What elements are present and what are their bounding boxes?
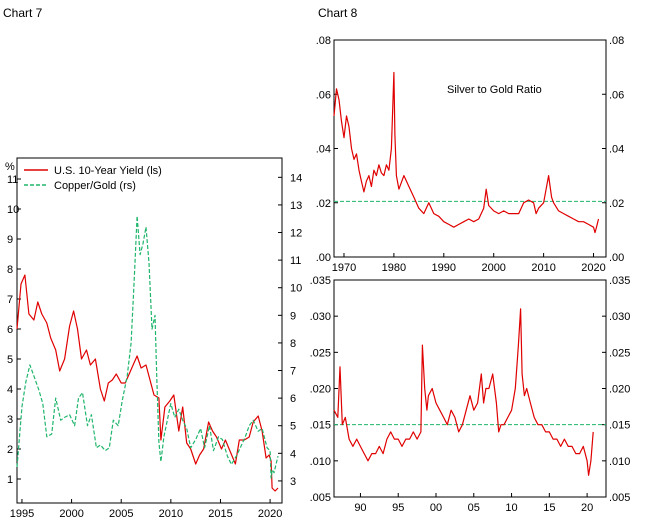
chart7-x-tick-label: 2000: [59, 508, 83, 520]
chart8-top-left-tick-label: .06: [316, 89, 331, 101]
chart8-top-right-tick-label: .00: [609, 252, 624, 264]
chart8-top-right-tick-label: .02: [609, 198, 624, 210]
chart7-left-axis-unit: %: [5, 161, 15, 173]
chart7-right-tick-label: 6: [290, 393, 296, 405]
chart8-top-x-tick-label: 1970: [332, 262, 356, 274]
chart7-left-tick-label: 7: [7, 294, 13, 306]
chart8-top-left-tick-label: .04: [316, 144, 331, 156]
chart8-top-left-tick-label: .00: [316, 252, 331, 264]
chart7-right-tick-label: 7: [290, 366, 296, 378]
chart7-x-tick-label: 2020: [258, 508, 282, 520]
chart7-frame: [16, 157, 283, 504]
chart8-bottom-x-tick-label: 15: [543, 502, 555, 514]
chart8-top-x-tick-label: 1990: [432, 262, 456, 274]
chart8-bottom-frame: [333, 279, 607, 498]
chart8-top-right-tick-label: .08: [609, 35, 624, 47]
chart7-right-tick-label: 11: [290, 255, 301, 267]
chart8-bottom-left-tick-label: .005: [310, 492, 331, 504]
chart7-left-tick-label: 5: [7, 354, 13, 366]
chart7-right-tick-label: 5: [290, 421, 296, 433]
chart8-title: Chart 8: [318, 6, 358, 20]
chart8-bottom-x-tick-label: 00: [430, 502, 442, 514]
chart7-legend-label: Copper/Gold (rs): [54, 180, 136, 192]
chart8-bottom-right-tick-label: .030: [609, 311, 630, 323]
chart7-left-tick-label: 6: [7, 324, 13, 336]
chart7-left-tick-label: 9: [7, 234, 13, 246]
chart8-top-x-tick-label: 1980: [382, 262, 406, 274]
chart8-bottom-left-tick-label: .010: [310, 456, 331, 468]
chart8-bottom-right-tick-label: .020: [609, 384, 630, 396]
chart8-bottom-left-tick-label: .015: [310, 420, 331, 432]
chart8-bottom-right-tick-label: .010: [609, 456, 630, 468]
chart8-top-left-tick-label: .08: [316, 35, 331, 47]
chart7-right-tick-label: 13: [290, 200, 302, 212]
chart8-top-right-tick-label: .04: [609, 144, 624, 156]
chart7-left-tick-label: 4: [7, 384, 13, 396]
chart7-left-tick-label: 2: [7, 444, 13, 456]
chart8-bottom-x-tick-label: 10: [505, 502, 517, 514]
chart8-bottom-right-tick-label: .015: [609, 420, 630, 432]
chart8-bottom-left-tick-label: .020: [310, 384, 331, 396]
chart7-left-tick-label: 8: [7, 264, 13, 276]
chart7-left-tick-label: 3: [7, 414, 13, 426]
chart8-top-series: [333, 71, 600, 234]
chart7-left-tick-label: 11: [7, 174, 18, 186]
chart8-bottom-x-tick-label: 05: [468, 502, 480, 514]
chart7-left-tick-label: 10: [7, 204, 19, 216]
chart7-right-tick-label: 10: [290, 283, 302, 295]
chart7-x-tick-label: 1995: [10, 508, 34, 520]
chart8-top-x-tick-label: 2020: [581, 262, 605, 274]
chart7-right-tick-label: 14: [290, 172, 302, 184]
chart7-right-tick-label: 4: [290, 448, 296, 460]
chart7-x-tick-label: 2015: [208, 508, 232, 520]
chart7-right-tick-label: 9: [290, 310, 296, 322]
chart8-bottom-right-tick-label: .025: [609, 347, 630, 359]
chart8-bottom-left-tick-label: .030: [310, 311, 331, 323]
chart8-bottom-left-tick-label: .025: [310, 347, 331, 359]
chart8-bottom-series: [333, 308, 594, 476]
chart7-right-tick-label: 3: [290, 476, 296, 488]
chart8-bottom-right-tick-label: .005: [609, 492, 630, 504]
chart7-x-tick-label: 2005: [109, 508, 133, 520]
chart8-top-frame: [333, 39, 607, 258]
chart8-top-x-tick-label: 2000: [481, 262, 505, 274]
chart7-right-tick-label: 12: [290, 228, 302, 240]
chart8-bottom-right-tick-label: .035: [609, 275, 630, 287]
chart8-bottom-x-tick-label: 20: [581, 502, 593, 514]
chart7-series-yield: [16, 274, 279, 492]
chart8-top-x-tick-label: 2010: [531, 262, 555, 274]
chart7-legend-label: U.S. 10-Year Yield (ls): [54, 165, 162, 177]
chart8-top-left-tick-label: .02: [316, 198, 331, 210]
chart7-title: Chart 7: [3, 6, 43, 20]
chart7-x-tick-label: 2010: [159, 508, 183, 520]
chart8-bottom-x-tick-label: 90: [354, 502, 366, 514]
chart7-left-tick-label: 1: [7, 474, 13, 486]
chart8-bottom-left-tick-label: .035: [310, 275, 331, 287]
chart8-top-right-tick-label: .06: [609, 89, 624, 101]
chart7-right-tick-label: 8: [290, 338, 296, 350]
chart7-series-copper-gold: [16, 215, 279, 479]
chart8-top-annotation: Silver to Gold Ratio: [447, 84, 542, 96]
chart8-bottom-x-tick-label: 95: [392, 502, 404, 514]
